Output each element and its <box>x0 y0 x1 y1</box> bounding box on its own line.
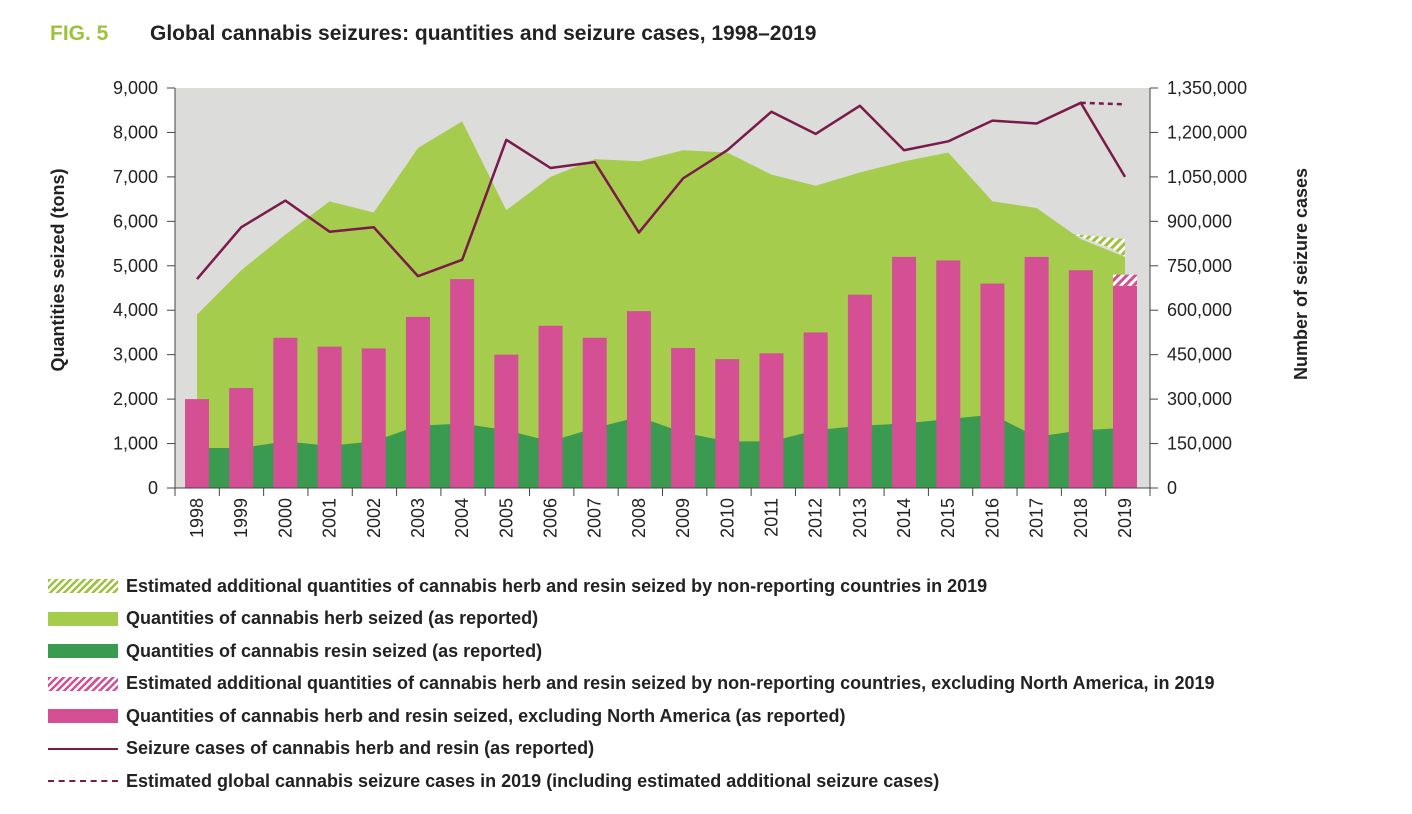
legend-item-seizure-cases: Seizure cases of cannabis herb and resin… <box>48 733 1215 766</box>
x-tick-label: 2016 <box>982 498 1002 538</box>
legend-label: Estimated additional quantities of canna… <box>126 673 1215 694</box>
y2-tick-label: 900,000 <box>1167 211 1232 231</box>
y2-tick-label: 600,000 <box>1167 300 1232 320</box>
legend-label: Quantities of cannabis herb and resin se… <box>126 705 846 726</box>
bar-2013 <box>847 294 872 488</box>
y2-axis-label: Number of seizure cases <box>1291 168 1311 380</box>
y-tick-label: 2,000 <box>113 389 158 409</box>
legend-item-resin: Quantities of cannabis resin seized (as … <box>48 635 1215 668</box>
x-tick-label: 1999 <box>231 498 251 538</box>
bar-2016 <box>980 283 1005 488</box>
x-tick-label: 2008 <box>629 498 649 538</box>
y-tick-label: 1,000 <box>113 434 158 454</box>
x-tick-label: 2003 <box>408 498 428 538</box>
y-tick-label: 6,000 <box>113 211 158 231</box>
legend-swatch-resin <box>48 644 118 659</box>
x-tick-label: 2017 <box>1027 498 1047 538</box>
y-tick-label: 4,000 <box>113 300 158 320</box>
bar-2010 <box>715 359 740 488</box>
y2-tick-label: 300,000 <box>1167 389 1232 409</box>
y-tick-label: 8,000 <box>113 122 158 142</box>
x-tick-label: 2019 <box>1115 498 1135 538</box>
x-tick-label: 2014 <box>894 498 914 538</box>
legend-label: Estimated additional quantities of canna… <box>126 575 988 596</box>
legend-swatch-dashed-line <box>48 780 118 783</box>
legend-label: Estimated global cannabis seizure cases … <box>126 770 940 791</box>
legend-swatch-green-hatch <box>48 579 118 594</box>
legend-label: Seizure cases of cannabis herb and resin… <box>126 738 595 759</box>
legend-item-estimated-excl-na: Estimated additional quantities of canna… <box>48 668 1215 701</box>
legend-item-estimated-global-quantities: Estimated additional quantities of canna… <box>48 570 1215 603</box>
bar-2003 <box>405 316 430 488</box>
x-tick-label: 2001 <box>320 498 340 538</box>
legend-swatch-line <box>48 747 118 750</box>
bar-2005 <box>494 354 519 488</box>
estimated-excl-na-hatch <box>1113 274 1137 286</box>
bar-2006 <box>538 325 563 488</box>
legend-swatch-pink <box>48 709 118 724</box>
legend-item-excl-na: Quantities of cannabis herb and resin se… <box>48 700 1215 733</box>
x-tick-label: 2000 <box>275 498 295 538</box>
bar-2002 <box>361 348 386 488</box>
bar-2011 <box>759 353 784 488</box>
figure-title: Global cannabis seizures: quantities and… <box>150 22 817 45</box>
y2-tick-label: 450,000 <box>1167 345 1232 365</box>
y-tick-label: 5,000 <box>113 256 158 276</box>
x-tick-label: 2011 <box>761 498 781 537</box>
y-tick-label: 7,000 <box>113 167 158 187</box>
estimated-global-quantities-hatch <box>1072 234 1125 257</box>
bar-2004 <box>450 279 475 488</box>
y2-tick-label: 1,350,000 <box>1167 78 1247 98</box>
x-tick-label: 2013 <box>850 498 870 538</box>
bar-2008 <box>626 311 651 488</box>
bar-2012 <box>803 332 828 488</box>
bar-2018 <box>1068 270 1093 488</box>
legend-item-estimated-cases: Estimated global cannabis seizure cases … <box>48 765 1215 798</box>
legend-label: Quantities of cannabis resin seized (as … <box>126 640 543 661</box>
y-axis-label: Quantities seized (tons) <box>48 168 68 371</box>
bar-1998 <box>185 399 209 488</box>
bar-2019 <box>1113 285 1137 488</box>
y2-tick-label: 150,000 <box>1167 434 1232 454</box>
x-tick-label: 2007 <box>585 498 605 538</box>
y2-tick-label: 750,000 <box>1167 256 1232 276</box>
seizures-chart: 0 1,000 2,000 3,000 4,000 5,000 6,000 7,000 8,00… <box>48 78 1311 538</box>
y2-tick-label: 1,050,000 <box>1167 167 1247 187</box>
bar-2009 <box>671 348 696 488</box>
x-tick-label: 2006 <box>541 498 561 538</box>
x-tick-label: 2015 <box>938 498 958 538</box>
x-tick-label: 2004 <box>452 498 472 538</box>
y-tick-label: 0 <box>148 478 158 498</box>
figure-label: FIG. 5 <box>50 22 109 45</box>
bar-2000 <box>273 337 298 488</box>
x-tick-label: 2002 <box>364 498 384 538</box>
x-tick-label: 2012 <box>806 498 826 538</box>
estimated-seizure-cases-dashed-line <box>1080 101 1126 106</box>
legend-label: Quantities of cannabis herb seized (as r… <box>126 608 539 629</box>
x-tick-label: 2005 <box>496 498 516 538</box>
y2-tick-label: 0 <box>1167 478 1177 498</box>
figure-header: FIG. 5 Global cannabis seizures: quantit… <box>50 22 816 52</box>
y-tick-label: 9,000 <box>113 78 158 98</box>
legend: Estimated additional quantities of canna… <box>48 570 1215 798</box>
legend-swatch-herb <box>48 611 118 626</box>
y2-tick-label: 1,200,000 <box>1167 122 1247 142</box>
bar-2015 <box>936 260 961 488</box>
legend-item-herb: Quantities of cannabis herb seized (as r… <box>48 603 1215 636</box>
x-tick-label: 1998 <box>187 498 207 538</box>
bar-2007 <box>582 337 607 488</box>
bar-2017 <box>1024 256 1049 488</box>
bar-1999 <box>229 388 254 488</box>
bar-2001 <box>317 346 342 488</box>
seizure-cases-line <box>196 101 1127 280</box>
x-tick-label: 2018 <box>1071 498 1091 538</box>
x-tick-label: 2010 <box>717 498 737 538</box>
bar-2014 <box>892 256 917 488</box>
legend-swatch-pink-hatch <box>48 676 118 691</box>
x-tick-label: 2009 <box>673 498 693 538</box>
y-tick-label: 3,000 <box>113 345 158 365</box>
